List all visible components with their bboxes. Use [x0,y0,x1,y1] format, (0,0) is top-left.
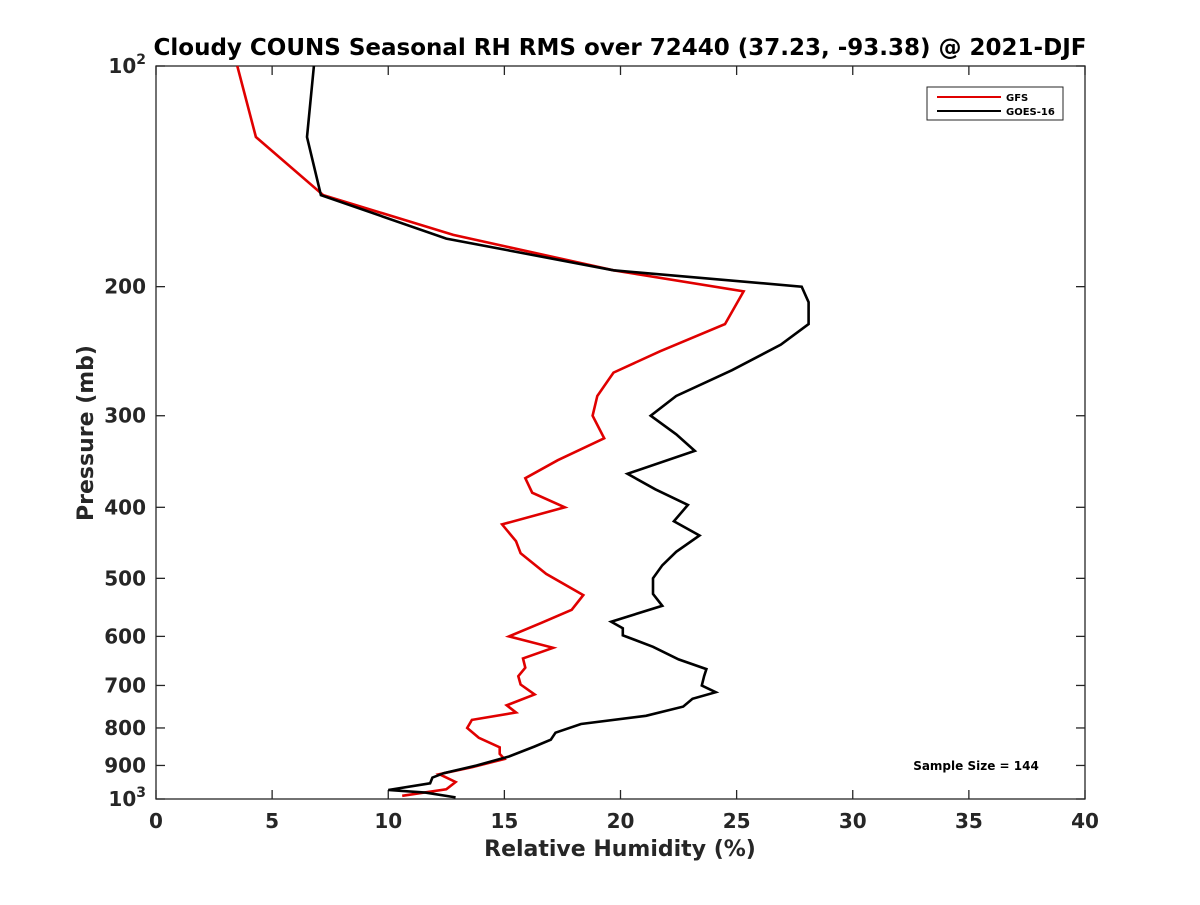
plot-frame [155,65,1086,800]
x-tick-label: 25 [723,809,751,833]
x-tick-label: 35 [955,809,983,833]
y-axis-label: Pressure (mb) [74,345,99,521]
y-tick-label: 600 [104,624,146,648]
sample-size-annotation: Sample Size = 144 [913,759,1039,773]
x-tick-label: 0 [149,809,163,833]
series-line-gfs [236,65,746,798]
legend-label-goes16: GOES-16 [1006,107,1055,118]
y-tick-label: 900 [104,753,146,777]
x-axis: 0 5 10 15 20 25 30 35 40 [149,66,1099,833]
series-layer [236,65,810,799]
chart-title: Cloudy COUNS Seasonal RH RMS over 72440 … [154,35,1087,61]
y-tick-base: 10 [108,54,136,78]
y-tick-label: 102 [108,52,146,78]
legend: GFS GOES-16 [926,86,1064,121]
x-axis-label: Relative Humidity (%) [484,837,756,862]
y-tick-base: 10 [108,787,136,811]
x-tick-label: 5 [265,809,279,833]
legend-label-gfs: GFS [1006,93,1028,104]
y-tick-label: 300 [104,404,146,428]
y-tick-exponent: 3 [136,785,146,801]
y-tick-label: 200 [104,275,146,299]
y-tick-label: 500 [104,566,146,590]
y-tick-label: 800 [104,716,146,740]
x-tick-label: 30 [839,809,867,833]
legend-box [926,86,1064,121]
y-tick-label: 400 [104,495,146,519]
x-tick-label: 40 [1071,809,1099,833]
x-tick-label: 10 [374,809,402,833]
y-tick-label: 103 [108,785,146,811]
series-line-goes16 [305,65,810,799]
y-tick-label: 700 [104,673,146,697]
x-tick-label: 20 [607,809,635,833]
y-tick-exponent: 2 [136,52,146,68]
x-tick-label: 15 [490,809,518,833]
